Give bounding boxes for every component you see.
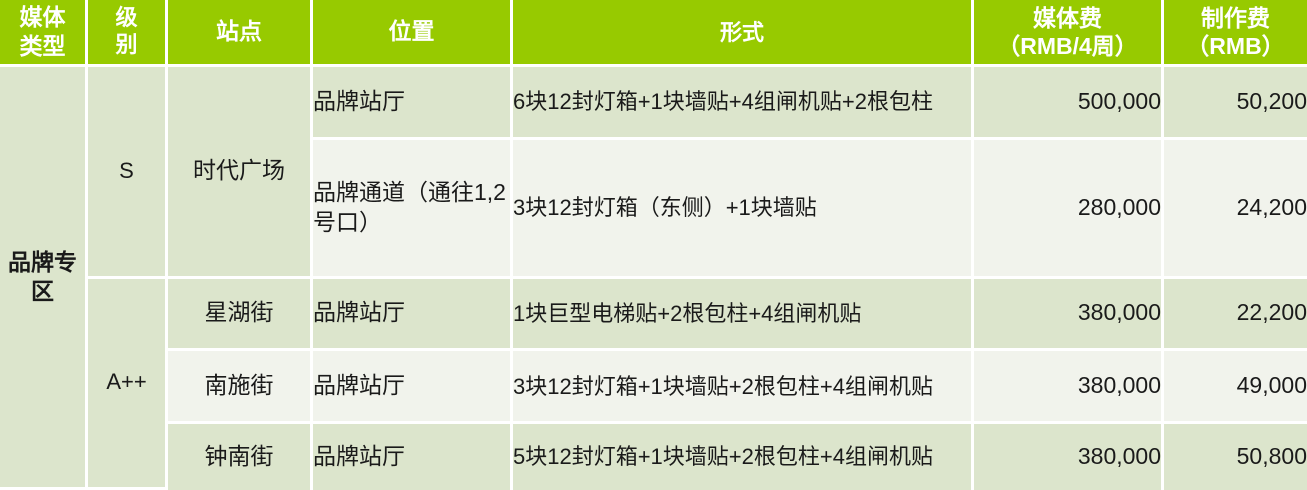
cell-form: 3块12封灯箱（东侧）+1块墙贴: [513, 139, 974, 279]
cell-form: 3块12封灯箱+1块墙贴+2根包柱+4组闸机贴: [513, 351, 974, 424]
column-header-production-fee: 制作费 （RMB）: [1164, 0, 1307, 68]
cell-production-fee: 24,200: [1164, 139, 1307, 279]
cell-level-s: S: [88, 67, 168, 279]
cell-form: 6块12封灯箱+1块墙贴+4组闸机贴+2根包柱: [513, 67, 974, 140]
column-header-media-fee: 媒体费 （RMB/4周）: [974, 0, 1164, 68]
cell-station-shidaiguangchang: 时代广场: [168, 67, 313, 279]
cell-position: 品牌站厅: [313, 351, 513, 424]
cell-media-fee: 380,000: [974, 278, 1164, 352]
column-header-media-fee-line1: 媒体费: [1033, 5, 1102, 31]
cell-station-zhongnanjie: 钟南街: [168, 423, 313, 490]
cell-production-fee: 49,000: [1164, 351, 1307, 424]
column-header-media-type: 媒体 类型: [0, 0, 88, 68]
cell-station-nanshijie: 南施街: [168, 351, 313, 424]
cell-production-fee: 22,200: [1164, 278, 1307, 352]
column-header-position: 位置: [313, 0, 513, 68]
cell-media-fee: 500,000: [974, 67, 1164, 140]
cell-media-fee: 380,000: [974, 423, 1164, 490]
column-header-level-line2: 别: [115, 32, 138, 58]
cell-form: 1块巨型电梯贴+2根包柱+4组闸机贴: [513, 278, 974, 352]
cell-position: 品牌站厅: [313, 278, 513, 352]
table-row: 南施街 品牌站厅 3块12封灯箱+1块墙贴+2根包柱+4组闸机贴 380,000…: [0, 351, 1307, 424]
column-header-production-fee-line2: （RMB）: [1186, 33, 1285, 60]
column-header-media-fee-line2: （RMB/4周）: [997, 33, 1138, 60]
table-row: 品牌通道（通往1,2号口） 3块12封灯箱（东侧）+1块墙贴 280,000 2…: [0, 139, 1307, 279]
column-header-media-type-line2: 类型: [19, 33, 66, 60]
cell-level-a-plus-plus: A++: [88, 278, 168, 490]
column-header-production-fee-line1: 制作费: [1201, 5, 1270, 31]
cell-form: 5块12封灯箱+1块墙贴+2根包柱+4组闸机贴: [513, 423, 974, 490]
table-row: 品牌专区 S 时代广场 品牌站厅 6块12封灯箱+1块墙贴+4组闸机贴+2根包柱…: [0, 67, 1307, 490]
cell-position: 品牌站厅: [313, 67, 513, 140]
cell-position: 品牌站厅: [313, 423, 513, 490]
column-header-form: 形式: [513, 0, 974, 68]
column-header-level-line1: 级: [115, 5, 138, 31]
table-body: 品牌专区 S 时代广场 品牌站厅 6块12封灯箱+1块墙贴+4组闸机贴+2根包柱…: [0, 67, 1307, 490]
cell-production-fee: 50,200: [1164, 67, 1307, 140]
cell-media-fee: 380,000: [974, 351, 1164, 424]
table-row: 钟南街 品牌站厅 5块12封灯箱+1块墙贴+2根包柱+4组闸机贴 380,000…: [0, 423, 1307, 490]
column-header-station: 站点: [168, 0, 313, 68]
cell-production-fee: 50,800: [1164, 423, 1307, 490]
column-header-level: 级 别: [88, 0, 168, 68]
header-row: 媒体 类型 级 别 站点 位置 形式 媒体费 （RMB/4周） 制作费 （RMB…: [0, 0, 1307, 68]
column-header-media-type-line1: 媒体: [19, 4, 66, 31]
table-header: 媒体 类型 级 别 站点 位置 形式 媒体费 （RMB/4周） 制作费 （RMB…: [0, 0, 1307, 68]
cell-media-type: 品牌专区: [0, 67, 88, 490]
cell-station-xinghujie: 星湖街: [168, 278, 313, 352]
cell-position: 品牌通道（通往1,2号口）: [313, 139, 513, 279]
cell-media-fee: 280,000: [974, 139, 1164, 279]
table-row: A++ 星湖街 品牌站厅 1块巨型电梯贴+2根包柱+4组闸机贴 380,000 …: [0, 278, 1307, 490]
